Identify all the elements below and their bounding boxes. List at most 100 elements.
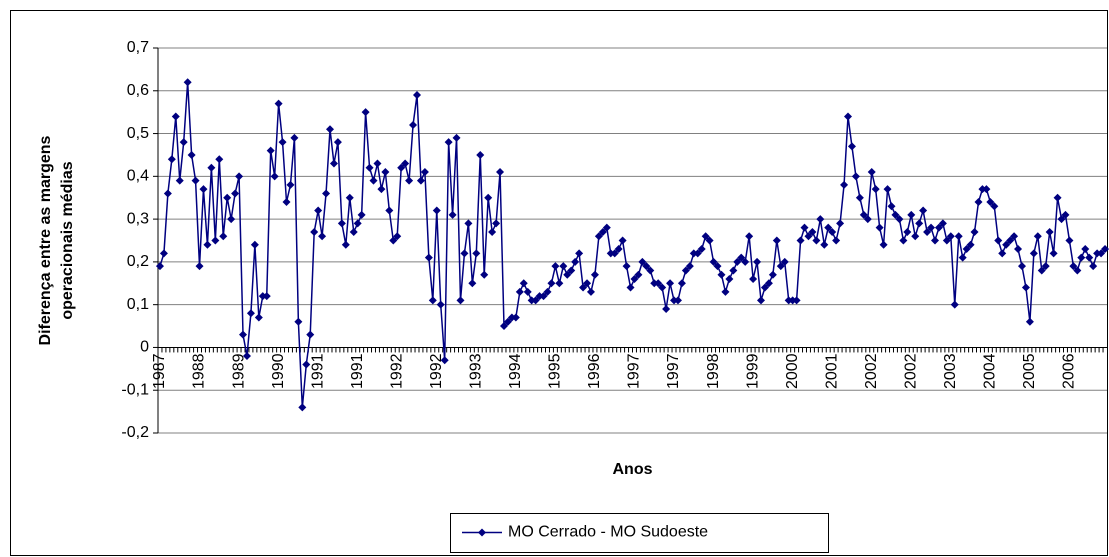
series-marker	[618, 236, 627, 245]
series-marker	[812, 236, 821, 245]
series-marker	[389, 236, 398, 245]
series-marker	[326, 125, 335, 134]
series-marker	[1089, 262, 1098, 271]
series-marker	[824, 223, 833, 232]
series-marker	[235, 172, 244, 181]
series-marker	[579, 283, 588, 292]
series-marker	[701, 232, 710, 241]
series-marker	[397, 163, 406, 172]
series-marker	[954, 232, 963, 241]
series-marker	[705, 236, 714, 245]
series-marker	[990, 202, 999, 211]
series-marker	[191, 176, 200, 185]
series-marker	[219, 232, 228, 241]
series-marker	[401, 159, 410, 168]
series-marker	[1006, 236, 1015, 245]
y-tick-label: 0	[140, 339, 149, 356]
x-tick-label: 2002	[902, 353, 919, 389]
series-marker	[594, 232, 603, 241]
series-marker	[950, 300, 959, 309]
series-marker	[697, 245, 706, 254]
series-marker	[634, 270, 643, 279]
series-marker	[207, 163, 216, 172]
x-tick-label: 1988	[191, 353, 208, 389]
series-marker	[460, 249, 469, 258]
y-tick-label: 0,7	[127, 39, 149, 56]
series-marker	[760, 283, 769, 292]
series-marker	[1069, 262, 1078, 271]
y-tick-label: 0,3	[127, 210, 149, 227]
series-marker	[642, 262, 651, 271]
series-marker	[974, 198, 983, 206]
series-marker	[167, 155, 176, 164]
series-marker	[717, 270, 726, 279]
x-tick-label: 1992	[388, 353, 405, 389]
series-marker	[416, 176, 425, 185]
series-marker	[673, 296, 682, 305]
series-marker	[658, 283, 667, 292]
series-marker	[586, 287, 595, 296]
series-marker	[966, 240, 975, 249]
series-marker	[314, 206, 323, 215]
series-marker	[464, 219, 473, 228]
series-marker	[353, 219, 362, 228]
series-marker	[266, 146, 275, 155]
series-marker	[440, 356, 449, 365]
series-marker	[227, 215, 236, 224]
series-marker	[575, 249, 584, 258]
series-marker	[938, 219, 947, 228]
series-marker	[171, 112, 180, 121]
series-marker	[1002, 240, 1011, 249]
series-marker	[523, 287, 532, 296]
series-marker	[614, 245, 623, 254]
series-marker	[239, 330, 248, 339]
x-tick-label: 1999	[744, 353, 761, 389]
y-tick-label: 0,5	[127, 125, 149, 142]
series-marker	[693, 249, 702, 258]
series-marker	[602, 223, 611, 232]
series-marker	[480, 270, 489, 279]
x-tick-label: 1995	[547, 353, 564, 389]
series-marker	[329, 159, 338, 168]
series-marker	[733, 257, 742, 266]
series-marker	[745, 232, 754, 241]
series-marker	[923, 227, 932, 236]
y-tick-label: -0,1	[121, 381, 149, 398]
series-marker	[1029, 249, 1038, 258]
series-marker	[187, 150, 196, 159]
x-tick-label: 1998	[705, 353, 722, 389]
series-marker	[836, 219, 845, 228]
series-marker	[199, 185, 208, 194]
series-marker	[970, 227, 979, 236]
series-marker	[179, 138, 188, 147]
series-marker	[286, 180, 295, 189]
series-marker	[571, 257, 580, 266]
series-marker	[622, 262, 631, 271]
series-marker	[887, 202, 896, 211]
x-tick-label: 1994	[507, 353, 524, 389]
y-tick-label: 0,6	[127, 82, 149, 99]
series-marker	[365, 163, 374, 172]
series-marker	[780, 257, 789, 266]
series-marker	[768, 270, 777, 279]
series-marker	[1033, 232, 1042, 241]
series-marker	[832, 236, 841, 245]
series-marker	[476, 150, 485, 159]
y-tick-label: 0,4	[127, 168, 149, 185]
series-marker	[1010, 232, 1019, 241]
series-marker	[859, 210, 868, 219]
series-marker	[499, 322, 508, 331]
series-marker	[428, 296, 437, 305]
series-marker	[982, 185, 991, 194]
series-marker	[1049, 249, 1058, 258]
series-marker	[638, 257, 647, 266]
series-marker	[306, 330, 315, 339]
x-tick-label: 1991	[309, 353, 326, 389]
series-marker	[927, 223, 936, 232]
series-marker	[223, 193, 232, 202]
series-marker	[942, 236, 951, 245]
series-marker	[891, 210, 900, 219]
series-marker	[772, 236, 781, 245]
series-marker	[879, 240, 888, 249]
